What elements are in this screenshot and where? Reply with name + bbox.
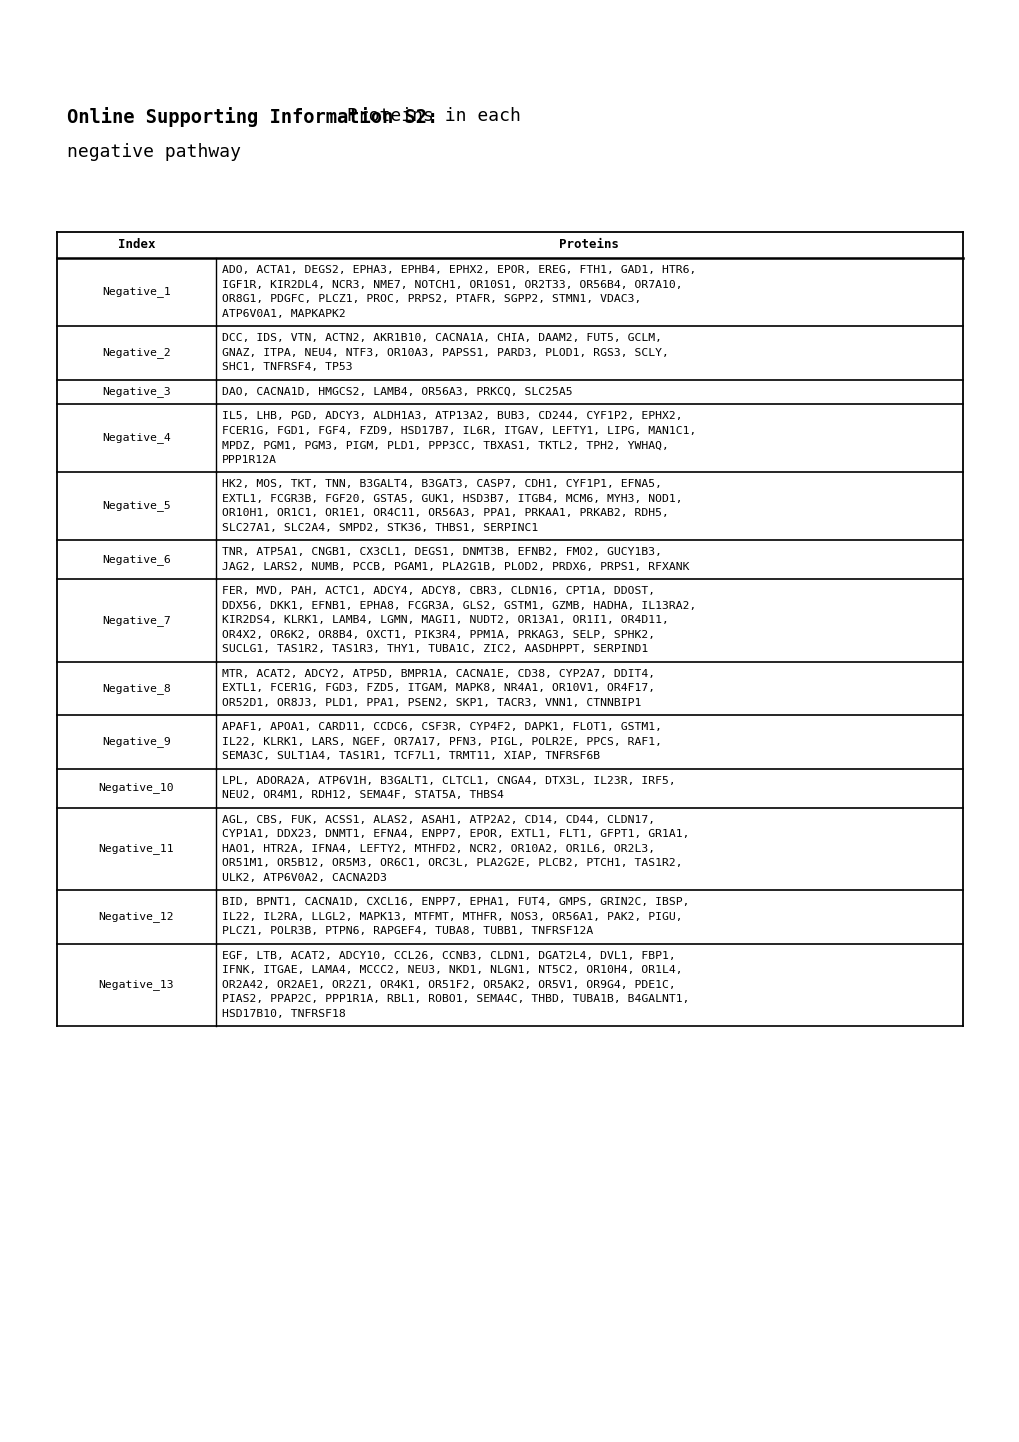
Text: OR52D1, OR8J3, PLD1, PPA1, PSEN2, SKP1, TACR3, VNN1, CTNNBIP1: OR52D1, OR8J3, PLD1, PPA1, PSEN2, SKP1, … xyxy=(221,698,640,708)
Text: Negative_1: Negative_1 xyxy=(102,287,170,297)
Text: MTR, ACAT2, ADCY2, ATP5D, BMPR1A, CACNA1E, CD38, CYP2A7, DDIT4,: MTR, ACAT2, ADCY2, ATP5D, BMPR1A, CACNA1… xyxy=(221,669,654,679)
Text: ADO, ACTA1, DEGS2, EPHA3, EPHB4, EPHX2, EPOR, EREG, FTH1, GAD1, HTR6,: ADO, ACTA1, DEGS2, EPHA3, EPHB4, EPHX2, … xyxy=(221,265,695,275)
Text: AGL, CBS, FUK, ACSS1, ALAS2, ASAH1, ATP2A2, CD14, CD44, CLDN17,: AGL, CBS, FUK, ACSS1, ALAS2, ASAH1, ATP2… xyxy=(221,815,654,825)
Text: JAG2, LARS2, NUMB, PCCB, PGAM1, PLA2G1B, PLOD2, PRDX6, PRPS1, RFXANK: JAG2, LARS2, NUMB, PCCB, PGAM1, PLA2G1B,… xyxy=(221,562,689,571)
Text: IL22, KLRK1, LARS, NGEF, OR7A17, PFN3, PIGL, POLR2E, PPCS, RAF1,: IL22, KLRK1, LARS, NGEF, OR7A17, PFN3, P… xyxy=(221,737,661,747)
Text: Negative_10: Negative_10 xyxy=(99,783,174,793)
Text: Negative_2: Negative_2 xyxy=(102,348,170,358)
Text: HSD17B10, TNFRSF18: HSD17B10, TNFRSF18 xyxy=(221,1009,345,1018)
Text: DDX56, DKK1, EFNB1, EPHA8, FCGR3A, GLS2, GSTM1, GZMB, HADHA, IL13RA2,: DDX56, DKK1, EFNB1, EPHA8, FCGR3A, GLS2,… xyxy=(221,601,695,611)
Text: NEU2, OR4M1, RDH12, SEMA4F, STAT5A, THBS4: NEU2, OR4M1, RDH12, SEMA4F, STAT5A, THBS… xyxy=(221,790,503,800)
Text: EXTL1, FCGR3B, FGF20, GSTA5, GUK1, HSD3B7, ITGB4, MCM6, MYH3, NOD1,: EXTL1, FCGR3B, FGF20, GSTA5, GUK1, HSD3B… xyxy=(221,493,682,503)
Text: BID, BPNT1, CACNA1D, CXCL16, ENPP7, EPHA1, FUT4, GMPS, GRIN2C, IBSP,: BID, BPNT1, CACNA1D, CXCL16, ENPP7, EPHA… xyxy=(221,897,689,907)
Text: SHC1, TNFRSF4, TP53: SHC1, TNFRSF4, TP53 xyxy=(221,362,352,372)
Text: PPP1R12A: PPP1R12A xyxy=(221,454,276,464)
Text: Negative_11: Negative_11 xyxy=(99,844,174,854)
Text: IGF1R, KIR2DL4, NCR3, NME7, NOTCH1, OR10S1, OR2T33, OR56B4, OR7A10,: IGF1R, KIR2DL4, NCR3, NME7, NOTCH1, OR10… xyxy=(221,280,682,290)
Text: Proteins: Proteins xyxy=(558,238,619,251)
Text: Proteins in each: Proteins in each xyxy=(335,107,521,125)
Text: PLCZ1, POLR3B, PTPN6, RAPGEF4, TUBA8, TUBB1, TNFRSF12A: PLCZ1, POLR3B, PTPN6, RAPGEF4, TUBA8, TU… xyxy=(221,926,592,936)
Text: Negative_13: Negative_13 xyxy=(99,979,174,991)
Text: KIR2DS4, KLRK1, LAMB4, LGMN, MAGI1, NUDT2, OR13A1, OR1I1, OR4D11,: KIR2DS4, KLRK1, LAMB4, LGMN, MAGI1, NUDT… xyxy=(221,616,667,626)
Text: FCER1G, FGD1, FGF4, FZD9, HSD17B7, IL6R, ITGAV, LEFTY1, LIPG, MAN1C1,: FCER1G, FGD1, FGF4, FZD9, HSD17B7, IL6R,… xyxy=(221,425,695,435)
Text: EXTL1, FCER1G, FGD3, FZD5, ITGAM, MAPK8, NR4A1, OR10V1, OR4F17,: EXTL1, FCER1G, FGD3, FZD5, ITGAM, MAPK8,… xyxy=(221,684,654,694)
Text: DAO, CACNA1D, HMGCS2, LAMB4, OR56A3, PRKCQ, SLC25A5: DAO, CACNA1D, HMGCS2, LAMB4, OR56A3, PRK… xyxy=(221,386,572,397)
Text: Online Supporting Information S2:: Online Supporting Information S2: xyxy=(67,107,438,127)
Text: CYP1A1, DDX23, DNMT1, EFNA4, ENPP7, EPOR, EXTL1, FLT1, GFPT1, GR1A1,: CYP1A1, DDX23, DNMT1, EFNA4, ENPP7, EPOR… xyxy=(221,829,689,839)
Text: negative pathway: negative pathway xyxy=(67,143,240,162)
Text: Index: Index xyxy=(117,238,155,251)
Text: DCC, IDS, VTN, ACTN2, AKR1B10, CACNA1A, CHIA, DAAM2, FUT5, GCLM,: DCC, IDS, VTN, ACTN2, AKR1B10, CACNA1A, … xyxy=(221,333,661,343)
Text: IL5, LHB, PGD, ADCY3, ALDH1A3, ATP13A2, BUB3, CD244, CYF1P2, EPHX2,: IL5, LHB, PGD, ADCY3, ALDH1A3, ATP13A2, … xyxy=(221,411,682,421)
Text: OR51M1, OR5B12, OR5M3, OR6C1, ORC3L, PLA2G2E, PLCB2, PTCH1, TAS1R2,: OR51M1, OR5B12, OR5M3, OR6C1, ORC3L, PLA… xyxy=(221,858,682,868)
Text: OR2A42, OR2AE1, OR2Z1, OR4K1, OR51F2, OR5AK2, OR5V1, OR9G4, PDE1C,: OR2A42, OR2AE1, OR2Z1, OR4K1, OR51F2, OR… xyxy=(221,979,675,989)
Text: ATP6V0A1, MAPKAPK2: ATP6V0A1, MAPKAPK2 xyxy=(221,309,345,319)
Text: APAF1, APOA1, CARD11, CCDC6, CSF3R, CYP4F2, DAPK1, FLOT1, GSTM1,: APAF1, APOA1, CARD11, CCDC6, CSF3R, CYP4… xyxy=(221,722,661,733)
Text: OR4X2, OR6K2, OR8B4, OXCT1, PIK3R4, PPM1A, PRKAG3, SELP, SPHK2,: OR4X2, OR6K2, OR8B4, OXCT1, PIK3R4, PPM1… xyxy=(221,630,654,640)
Text: OR10H1, OR1C1, OR1E1, OR4C11, OR56A3, PPA1, PRKAA1, PRKAB2, RDH5,: OR10H1, OR1C1, OR1E1, OR4C11, OR56A3, PP… xyxy=(221,508,667,518)
Text: Negative_12: Negative_12 xyxy=(99,911,174,923)
Text: TNR, ATP5A1, CNGB1, CX3CL1, DEGS1, DNMT3B, EFNB2, FMO2, GUCY1B3,: TNR, ATP5A1, CNGB1, CX3CL1, DEGS1, DNMT3… xyxy=(221,548,661,557)
Text: Negative_5: Negative_5 xyxy=(102,500,170,512)
Text: PIAS2, PPAP2C, PPP1R1A, RBL1, ROBO1, SEMA4C, THBD, TUBA1B, B4GALNT1,: PIAS2, PPAP2C, PPP1R1A, RBL1, ROBO1, SEM… xyxy=(221,994,689,1004)
Text: Negative_8: Negative_8 xyxy=(102,684,170,694)
Text: Negative_3: Negative_3 xyxy=(102,386,170,397)
Text: GNAZ, ITPA, NEU4, NTF3, OR10A3, PAPSS1, PARD3, PLOD1, RGS3, SCLY,: GNAZ, ITPA, NEU4, NTF3, OR10A3, PAPSS1, … xyxy=(221,348,667,358)
Text: Negative_4: Negative_4 xyxy=(102,433,170,444)
Text: SUCLG1, TAS1R2, TAS1R3, THY1, TUBA1C, ZIC2, AASDHPPT, SERPIND1: SUCLG1, TAS1R2, TAS1R3, THY1, TUBA1C, ZI… xyxy=(221,645,647,655)
Text: OR8G1, PDGFC, PLCZ1, PROC, PRPS2, PTAFR, SGPP2, STMN1, VDAC3,: OR8G1, PDGFC, PLCZ1, PROC, PRPS2, PTAFR,… xyxy=(221,294,640,304)
Text: Negative_9: Negative_9 xyxy=(102,737,170,747)
Text: HK2, MOS, TKT, TNN, B3GALT4, B3GAT3, CASP7, CDH1, CYF1P1, EFNA5,: HK2, MOS, TKT, TNN, B3GALT4, B3GAT3, CAS… xyxy=(221,479,661,489)
Text: ULK2, ATP6V0A2, CACNA2D3: ULK2, ATP6V0A2, CACNA2D3 xyxy=(221,872,386,883)
Text: IFNK, ITGAE, LAMA4, MCCC2, NEU3, NKD1, NLGN1, NT5C2, OR10H4, OR1L4,: IFNK, ITGAE, LAMA4, MCCC2, NEU3, NKD1, N… xyxy=(221,965,682,975)
Text: SEMA3C, SULT1A4, TAS1R1, TCF7L1, TRMT11, XIAP, TNFRSF6B: SEMA3C, SULT1A4, TAS1R1, TCF7L1, TRMT11,… xyxy=(221,751,599,761)
Text: SLC27A1, SLC2A4, SMPD2, STK36, THBS1, SERPINC1: SLC27A1, SLC2A4, SMPD2, STK36, THBS1, SE… xyxy=(221,523,537,532)
Text: LPL, ADORA2A, ATP6V1H, B3GALT1, CLTCL1, CNGA4, DTX3L, IL23R, IRF5,: LPL, ADORA2A, ATP6V1H, B3GALT1, CLTCL1, … xyxy=(221,776,675,786)
Text: EGF, LTB, ACAT2, ADCY10, CCL26, CCNB3, CLDN1, DGAT2L4, DVL1, FBP1,: EGF, LTB, ACAT2, ADCY10, CCL26, CCNB3, C… xyxy=(221,950,675,960)
Text: HAO1, HTR2A, IFNA4, LEFTY2, MTHFD2, NCR2, OR10A2, OR1L6, OR2L3,: HAO1, HTR2A, IFNA4, LEFTY2, MTHFD2, NCR2… xyxy=(221,844,654,854)
Text: Negative_7: Negative_7 xyxy=(102,614,170,626)
Text: MPDZ, PGM1, PGM3, PIGM, PLD1, PPP3CC, TBXAS1, TKTL2, TPH2, YWHAQ,: MPDZ, PGM1, PGM3, PIGM, PLD1, PPP3CC, TB… xyxy=(221,440,667,450)
Text: FER, MVD, PAH, ACTC1, ADCY4, ADCY8, CBR3, CLDN16, CPT1A, DDOST,: FER, MVD, PAH, ACTC1, ADCY4, ADCY8, CBR3… xyxy=(221,587,654,596)
Text: Negative_6: Negative_6 xyxy=(102,554,170,565)
Text: IL22, IL2RA, LLGL2, MAPK13, MTFMT, MTHFR, NOS3, OR56A1, PAK2, PIGU,: IL22, IL2RA, LLGL2, MAPK13, MTFMT, MTHFR… xyxy=(221,911,682,921)
